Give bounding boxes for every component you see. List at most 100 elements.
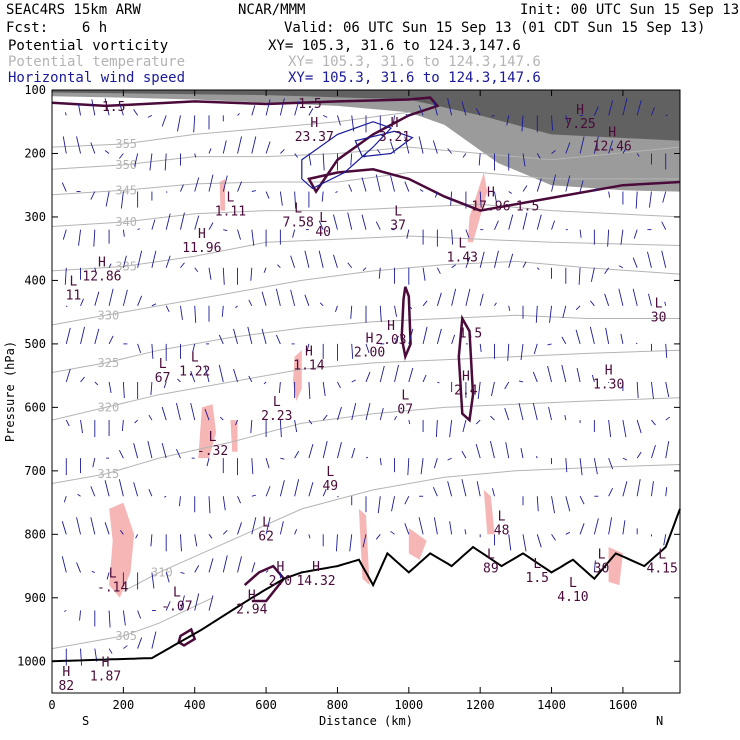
wind-vector-185 <box>237 522 242 535</box>
wind-vector-104 <box>151 631 157 649</box>
org-label: NCAR/MMM <box>238 2 306 18</box>
wind-vector-31 <box>90 142 96 154</box>
wind-vector-265 <box>333 214 338 230</box>
pv-contour-low <box>177 627 197 647</box>
wind-vector-102 <box>151 572 155 589</box>
theta-label-345: 345 <box>115 183 137 197</box>
wind-vector-408 <box>508 191 512 194</box>
wind-vector-224 <box>279 521 284 535</box>
wind-vector-308 <box>377 496 381 514</box>
wind-vector-467 <box>579 136 585 154</box>
wind-vector-368 <box>447 481 453 497</box>
north-end-label: N <box>656 714 663 728</box>
field-name-theta: Potential temperature <box>8 54 186 70</box>
wind-vector-512 <box>622 457 628 461</box>
wind-vector-223 <box>279 480 285 497</box>
extremum-value-5: 3.21 <box>379 130 410 145</box>
wind-vector-189 <box>251 190 256 192</box>
field-xy-wind: XY= 105.3, 31.6 to 124.3,147.6 <box>288 70 541 86</box>
extremum-value-23: -.32 <box>197 444 228 459</box>
wind-vector-218 <box>275 288 281 306</box>
wind-vector-441 <box>536 534 542 548</box>
wind-vector-537 <box>651 481 654 497</box>
wind-vector-278 <box>347 262 353 269</box>
wind-vector-324 <box>404 181 410 192</box>
wind-vector-544 <box>664 301 667 306</box>
wind-vector-84 <box>133 443 139 459</box>
wind-vector-508 <box>618 288 624 306</box>
extremum-value-8: 37 <box>390 219 406 234</box>
extremum-kind-1: H <box>198 227 206 242</box>
wind-vector-117 <box>165 572 170 583</box>
wind-vector-126 <box>177 378 181 383</box>
extremum-kind-37: H <box>102 655 110 670</box>
wind-vector-276 <box>348 184 353 192</box>
wind-vector-300 <box>375 174 381 192</box>
wind-vector-61 <box>119 153 124 159</box>
extremum-value-15: 2.00 <box>354 346 385 361</box>
wind-vector-83 <box>134 419 138 424</box>
wind-vector-174 <box>237 113 240 116</box>
wind-vector-502 <box>608 517 613 535</box>
wind-vector-545 <box>665 343 668 358</box>
extremum-value-17: 07 <box>397 403 413 418</box>
wind-vector-133 <box>193 115 196 133</box>
wind-vector-100 <box>148 489 153 497</box>
wind-vector-191 <box>250 267 253 281</box>
wind-vector-122 <box>180 212 185 230</box>
wind-vector-520 <box>632 288 638 306</box>
wind-vector-150 <box>208 222 214 230</box>
wind-vector-497 <box>605 327 610 344</box>
extremum-kind-30: L <box>533 557 541 572</box>
wind-vector-135 <box>194 177 200 192</box>
wind-vector-409 <box>508 214 514 230</box>
wind-vector-489 <box>593 518 599 535</box>
wind-vector-468 <box>579 180 584 192</box>
theta-contour-325 <box>52 314 680 373</box>
negative-pv-region-2 <box>219 178 226 211</box>
wind-vector-285 <box>349 534 353 552</box>
wind-vector-490 <box>593 560 596 573</box>
wind-vector-465 <box>565 531 571 535</box>
wind-vector-277 <box>347 212 353 230</box>
wind-vector-320 <box>391 496 395 512</box>
wind-vector-242 <box>304 250 310 268</box>
wind-vector-532 <box>648 293 652 306</box>
wind-vector-115 <box>163 495 167 498</box>
extremum-kind-26: H <box>276 560 284 575</box>
wind-vector-47 <box>105 191 110 207</box>
wind-vector-480 <box>593 188 597 192</box>
wind-vector-391 <box>475 444 481 459</box>
wind-vector-356 <box>432 487 438 497</box>
extremum-kind-7: L <box>319 211 327 226</box>
extremum-kind-34: L <box>109 566 117 581</box>
wind-vector-91 <box>149 153 153 171</box>
wind-vector-68 <box>121 420 124 432</box>
wind-vector-434 <box>536 267 540 271</box>
wind-vector-341 <box>422 374 427 383</box>
wind-vector-517 <box>635 191 638 209</box>
wind-vector-350 <box>436 267 441 274</box>
wind-vector-367 <box>447 457 452 461</box>
x-axis-label: Distance (km) <box>319 714 413 728</box>
wind-vector-550 <box>663 534 667 546</box>
wind-vector-214 <box>280 149 285 154</box>
wind-vector-141 <box>190 402 196 421</box>
wind-vector-504 <box>622 148 627 154</box>
wind-vector-392 <box>476 481 481 497</box>
extremum-value-25: 62 <box>258 530 274 545</box>
wind-vector-487 <box>593 458 598 475</box>
wind-vector-249 <box>308 534 311 539</box>
wind-vector-144 <box>194 534 198 547</box>
wind-vector-386 <box>479 251 485 268</box>
valid-time: Valid: 06 UTC Sun 15 Sep 13 (01 CDT Sun … <box>284 20 706 36</box>
wind-vector-20 <box>80 298 84 306</box>
extremum-value-36: 2.94 <box>236 603 267 618</box>
wind-vector-248 <box>308 482 314 497</box>
wind-vector-470 <box>578 267 581 285</box>
wind-vector-384 <box>479 191 482 208</box>
wind-vector-311 <box>390 141 395 154</box>
wind-vector-33 <box>93 229 96 247</box>
wind-vector-114 <box>161 443 167 459</box>
wind-vector-8 <box>65 419 70 427</box>
